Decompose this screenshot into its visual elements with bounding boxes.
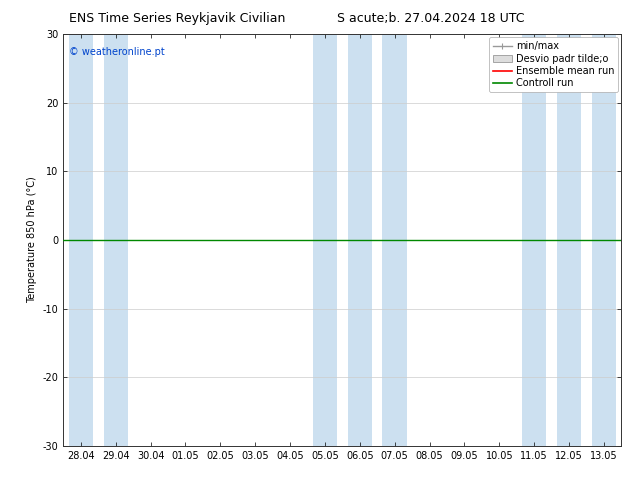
Bar [103,34,128,446]
Bar [592,34,616,446]
Legend: min/max, Desvio padr tilde;o, Ensemble mean run, Controll run: min/max, Desvio padr tilde;o, Ensemble m… [489,37,618,92]
Bar [68,34,93,446]
Text: S acute;b. 27.04.2024 18 UTC: S acute;b. 27.04.2024 18 UTC [337,12,525,25]
Y-axis label: Temperature 850 hPa (°C): Temperature 850 hPa (°C) [27,177,37,303]
Bar [382,34,407,446]
Bar [347,34,372,446]
Bar [522,34,547,446]
Bar [313,34,337,446]
Text: © weatheronline.pt: © weatheronline.pt [69,47,165,57]
Text: ENS Time Series Reykjavik Civilian: ENS Time Series Reykjavik Civilian [69,12,286,25]
Bar [557,34,581,446]
